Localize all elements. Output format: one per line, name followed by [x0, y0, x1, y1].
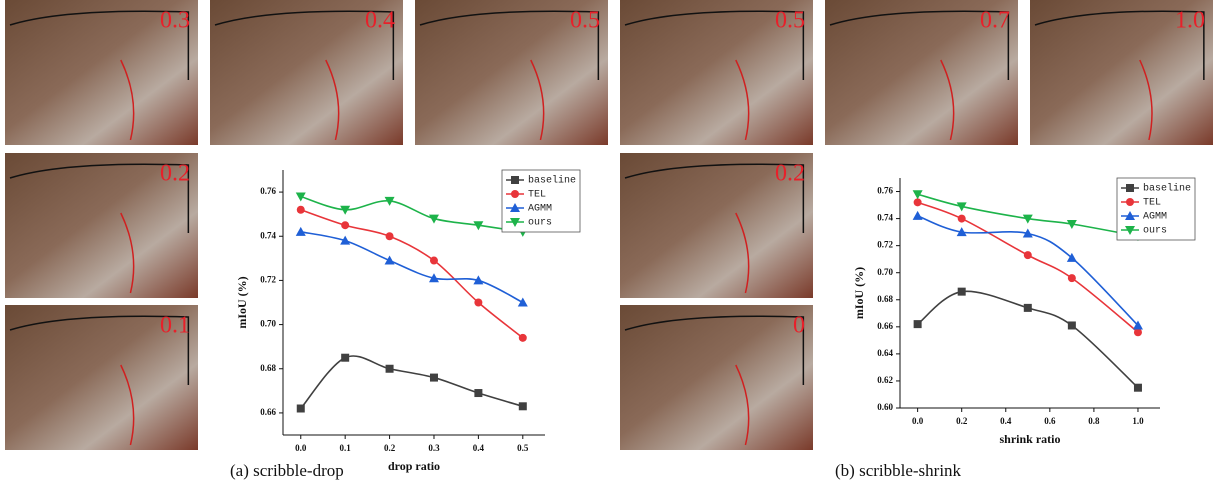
marker	[1068, 321, 1076, 329]
legend-marker	[511, 176, 519, 184]
marker	[914, 320, 922, 328]
marker	[1068, 274, 1076, 282]
legend-label: ours	[528, 218, 552, 229]
image-label: 0.2	[160, 161, 190, 187]
caption: (a) scribble-drop	[230, 461, 344, 480]
y-tick-label: 0.68	[260, 363, 276, 373]
y-tick-label: 0.66	[877, 321, 893, 331]
image-label: 0.5	[775, 8, 805, 34]
marker	[1024, 251, 1032, 259]
x-tick-label: 0.0	[295, 443, 307, 453]
legend-label: TEL	[528, 190, 546, 201]
image-label: 0.7	[980, 8, 1010, 34]
marker	[430, 374, 438, 382]
marker	[385, 256, 395, 265]
marker	[430, 257, 438, 265]
x-tick-label: 0.2	[956, 416, 968, 426]
y-tick-label: 0.62	[877, 375, 893, 385]
x-axis-label: shrink ratio	[999, 432, 1060, 446]
legend-label: baseline	[1143, 183, 1191, 195]
figure: 0.3 0.4 0.5 0.2 0.1 (a) scribble-drop 0.5 0.7 1.…	[0, 0, 1213, 495]
marker	[958, 288, 966, 296]
y-tick-label: 0.64	[877, 348, 893, 358]
y-tick-label: 0.74	[877, 213, 893, 223]
x-tick-label: 0.5	[517, 443, 529, 453]
marker	[296, 227, 306, 236]
legend-label: AGMM	[1143, 212, 1167, 223]
x-tick-label: 0.4	[473, 443, 485, 453]
y-axis-label: mIoU (%)	[852, 267, 866, 319]
image-label: 0.5	[570, 8, 600, 34]
y-axis-label: mIoU (%)	[235, 276, 249, 328]
legend-marker	[1126, 184, 1134, 192]
series-line	[301, 210, 523, 338]
x-tick-label: 0.1	[340, 443, 352, 453]
x-tick-label: 0.3	[428, 443, 440, 453]
marker	[297, 206, 305, 214]
caption: (b) scribble-shrink	[835, 461, 962, 480]
marker	[519, 402, 527, 410]
image-label: 0	[793, 313, 805, 339]
x-tick-label: 0.6	[1044, 416, 1056, 426]
y-tick-label: 0.72	[877, 240, 893, 250]
marker	[958, 215, 966, 223]
y-tick-label: 0.74	[260, 230, 276, 240]
legend-label: TEL	[1143, 198, 1161, 209]
marker	[341, 221, 349, 229]
legend-label: baseline	[528, 175, 576, 187]
legend-marker	[511, 190, 519, 198]
x-tick-label: 0.8	[1088, 416, 1100, 426]
x-tick-label: 0.0	[912, 416, 924, 426]
y-tick-label: 0.70	[260, 319, 276, 329]
marker	[519, 334, 527, 342]
y-tick-label: 0.76	[877, 186, 893, 196]
marker	[474, 299, 482, 307]
legend-label: ours	[1143, 226, 1167, 237]
series-line	[301, 356, 523, 409]
image-label: 0.2	[775, 161, 805, 187]
photo	[620, 305, 813, 450]
marker	[341, 354, 349, 362]
y-tick-label: 0.66	[260, 407, 276, 417]
legend-marker	[1126, 198, 1134, 206]
marker	[1134, 384, 1142, 392]
marker	[914, 198, 922, 206]
y-tick-label: 0.76	[260, 186, 276, 196]
legend-label: AGMM	[528, 204, 552, 215]
marker	[474, 389, 482, 397]
x-tick-label: 0.2	[384, 443, 396, 453]
image-label: 1.0	[1175, 8, 1205, 34]
image-label: 0.4	[365, 8, 395, 34]
x-tick-label: 1.0	[1132, 416, 1144, 426]
marker	[913, 211, 923, 220]
series-line	[301, 232, 523, 303]
image-label: 0.1	[160, 313, 190, 339]
image-label: 0.3	[160, 8, 190, 34]
y-tick-label: 0.72	[260, 274, 276, 284]
page: {"panels": [ {"image_labels": ["0.3", "0…	[0, 0, 1213, 500]
y-tick-label: 0.60	[877, 402, 893, 412]
marker	[386, 365, 394, 373]
marker	[386, 232, 394, 240]
x-tick-label: 0.4	[1000, 416, 1012, 426]
marker	[1024, 304, 1032, 312]
marker	[297, 405, 305, 413]
y-tick-label: 0.70	[877, 267, 893, 277]
y-tick-label: 0.68	[877, 294, 893, 304]
marker	[518, 298, 528, 307]
series-line	[301, 197, 523, 232]
x-axis-label: drop ratio	[388, 459, 440, 473]
